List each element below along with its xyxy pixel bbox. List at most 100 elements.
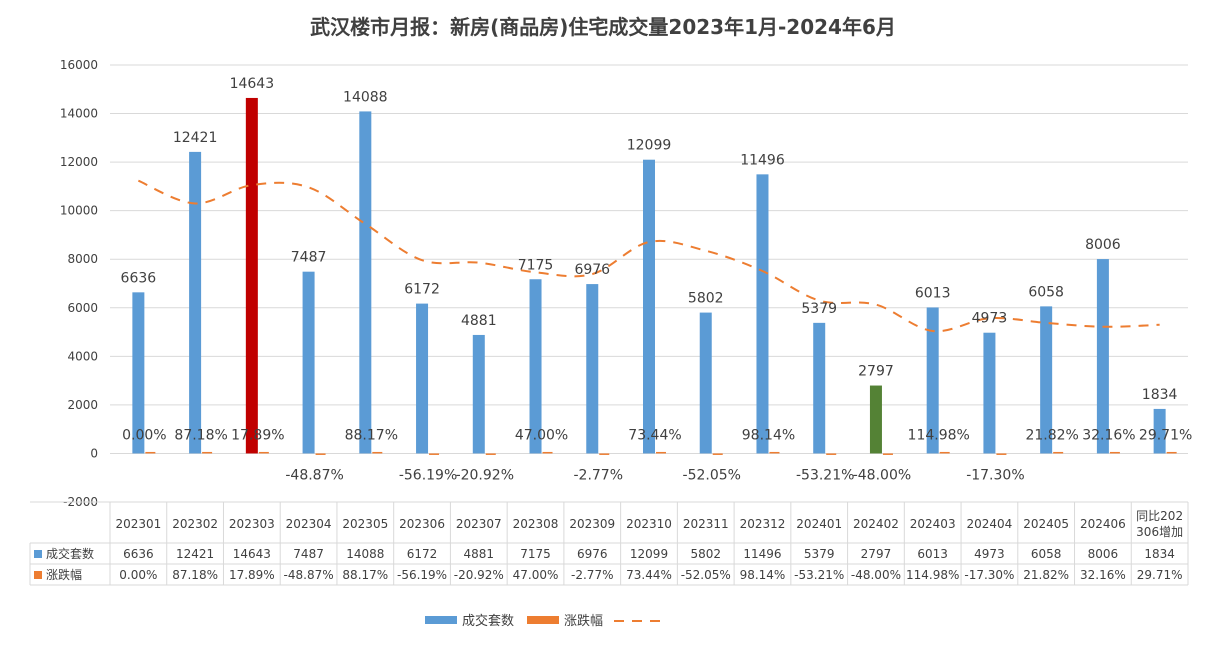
pct-marker-202311 — [712, 453, 723, 455]
pct-marker-202305 — [372, 451, 383, 454]
y-tick-label: 8000 — [67, 252, 98, 266]
pct-marker-202402 — [882, 453, 893, 455]
bar-value-label: 6058 — [1028, 284, 1064, 300]
series-name-pct: 涨跌幅 — [46, 567, 82, 582]
pct-marker-202405 — [1053, 451, 1064, 454]
bar-202404 — [983, 332, 996, 454]
table-header-cell: 202311 — [683, 517, 729, 531]
bar-value-label: 1834 — [1142, 387, 1178, 403]
table-cell-bar: 4881 — [464, 547, 495, 561]
table-header-cell: 202402 — [853, 517, 899, 531]
table-header-cell: 202306 — [399, 517, 445, 531]
table-header-cell: 202309 — [569, 517, 615, 531]
table-cell-bar: 14643 — [233, 547, 271, 561]
bar-202304 — [302, 271, 315, 454]
y-tick-label: 12000 — [60, 155, 98, 169]
chart-title: 武汉楼市月报：新房(商品房)住宅成交量2023年1月-2024年6月 — [310, 15, 896, 39]
pct-value-label: 87.18% — [174, 427, 227, 443]
series-key-bar — [34, 550, 42, 558]
pct-marker-202302 — [202, 451, 213, 454]
pct-value-label: 32.16% — [1082, 427, 1135, 443]
bar-202305 — [359, 111, 372, 454]
table-header-cell: 306增加 — [1136, 525, 1183, 539]
pct-value-label: 17.89% — [231, 427, 284, 443]
table-cell-pct: -2.77% — [571, 568, 613, 582]
table-cell-bar: 14088 — [346, 547, 384, 561]
table-header-cell: 202406 — [1080, 517, 1126, 531]
table-cell-bar: 11496 — [743, 547, 781, 561]
legend-swatch-bar — [425, 616, 457, 624]
y-axis-ticks: 1600014000120001000080006000400020000-20… — [60, 58, 98, 509]
table-cell-pct: 47.00% — [513, 568, 559, 582]
table-header-cell: 202307 — [456, 517, 502, 531]
series-key-pct — [34, 571, 42, 579]
pct-value-label: 21.82% — [1025, 427, 1078, 443]
bar-202311 — [699, 312, 712, 454]
bar-202302 — [189, 151, 202, 454]
pct-marker-202404 — [996, 453, 1007, 455]
bar-value-label: 2797 — [858, 364, 894, 380]
table-cell-pct: 98.14% — [740, 568, 786, 582]
legend-swatch-pct — [527, 616, 559, 624]
pct-marker-202403 — [939, 451, 950, 454]
table-cell-bar: 12099 — [630, 547, 668, 561]
table-header-cell: 202310 — [626, 517, 672, 531]
pct-marker-202301 — [145, 451, 156, 454]
table-header-cell: 同比202 — [1136, 509, 1183, 523]
pct-value-label: -2.77% — [573, 467, 623, 483]
table-cell-bar: 5802 — [690, 547, 721, 561]
pct-value-label: 47.00% — [515, 427, 568, 443]
table-cell-pct: 114.98% — [906, 568, 959, 582]
table-header-cell: 202305 — [342, 517, 388, 531]
y-tick-label: 14000 — [60, 107, 98, 121]
pct-marker-同比202306增加 — [1166, 451, 1177, 454]
table-cell-pct: 21.82% — [1023, 568, 1069, 582]
y-tick-label: 16000 — [60, 58, 98, 72]
table-cell-pct: -56.19% — [397, 568, 447, 582]
bar-value-label: 5802 — [688, 291, 724, 307]
table-cell-pct: 29.71% — [1137, 568, 1183, 582]
table-cell-bar: 7175 — [520, 547, 551, 561]
pct-marker-202304 — [315, 453, 326, 455]
table-cell-pct: 88.17% — [342, 568, 388, 582]
table-cell-pct: 32.16% — [1080, 568, 1126, 582]
table-cell-bar: 7487 — [293, 547, 324, 561]
legend: 成交套数 涨跌幅 — [425, 613, 660, 629]
legend-label-pct: 涨跌幅 — [564, 613, 603, 629]
bar-value-label: 6976 — [574, 262, 610, 278]
table-header-cell: 202301 — [115, 517, 161, 531]
bar-202312 — [756, 174, 769, 454]
bar-value-label: 12421 — [173, 130, 218, 146]
pct-value-label: 98.14% — [742, 427, 795, 443]
table-cell-bar: 12421 — [176, 547, 214, 561]
pct-value-label: -56.19% — [399, 467, 457, 483]
table-cell-bar: 8006 — [1088, 547, 1119, 561]
data-table: 202301 202302 202303 202304 202305 202306 2023… — [29, 501, 1189, 586]
bar-同比202306增加 — [1153, 408, 1166, 454]
pct-marker-202308 — [542, 451, 553, 454]
pct-marker-202310 — [656, 451, 666, 454]
bar-value-label: 4973 — [972, 311, 1008, 327]
bar-value-label: 6636 — [121, 270, 157, 286]
bar-202307 — [472, 334, 485, 454]
bar-202303 — [245, 97, 258, 454]
table-header-cell: 202405 — [1023, 517, 1069, 531]
pct-value-label: 29.71% — [1139, 427, 1192, 443]
y-tick-label: 4000 — [67, 349, 98, 363]
table-cell-bar: 4973 — [974, 547, 1005, 561]
bar-202403 — [926, 307, 939, 454]
y-tick-label: 10000 — [60, 204, 98, 218]
bar-value-label: 8006 — [1085, 237, 1121, 253]
table-header-cell: 202403 — [910, 517, 956, 531]
bar-202310 — [643, 159, 655, 454]
table-cell-pct: -17.30% — [964, 568, 1014, 582]
pct-value-label: -48.87% — [285, 467, 343, 483]
table-cell-bar: 1834 — [1144, 547, 1175, 561]
y-tick-label: 0 — [90, 446, 98, 460]
bar-202306 — [416, 303, 429, 454]
bar-value-label: 7175 — [518, 257, 554, 273]
pct-value-label: -17.30% — [966, 467, 1024, 483]
pct-value-label: 0.00% — [122, 427, 166, 443]
